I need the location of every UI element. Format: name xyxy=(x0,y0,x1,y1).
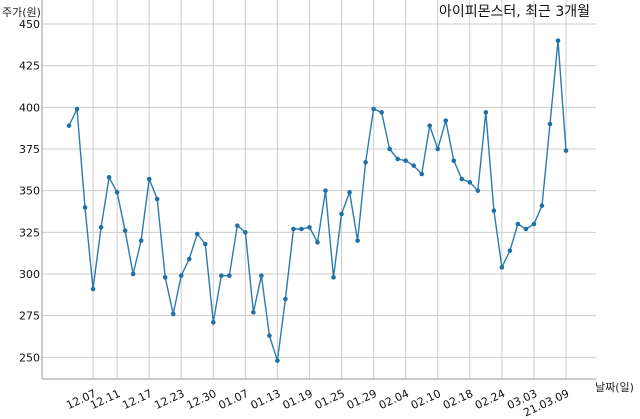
data-point xyxy=(98,225,104,230)
data-point xyxy=(379,110,384,115)
data-point xyxy=(315,240,320,245)
data-point xyxy=(178,273,184,278)
data-point xyxy=(66,123,72,128)
x-tick-label: 12.30 xyxy=(185,387,219,412)
data-point xyxy=(154,196,160,202)
data-point xyxy=(267,333,272,338)
x-tick-label: 01.19 xyxy=(281,387,315,412)
data-point xyxy=(443,118,449,123)
data-point xyxy=(90,286,96,292)
data-point xyxy=(299,226,304,232)
x-tick-label: 12.17 xyxy=(120,387,154,412)
data-point xyxy=(555,38,561,43)
x-tick-label: 01.29 xyxy=(345,387,379,412)
x-tick-label: 02.18 xyxy=(441,387,475,412)
data-point xyxy=(122,228,128,233)
data-point xyxy=(251,310,256,315)
data-point xyxy=(162,275,168,280)
data-point xyxy=(114,190,120,195)
y-tick-label: 450 xyxy=(19,18,40,31)
x-tick-label: 02.24 xyxy=(473,387,507,412)
data-point xyxy=(403,158,408,163)
data-point xyxy=(371,106,376,112)
data-point xyxy=(387,146,392,152)
data-point xyxy=(467,180,473,185)
x-tick-labels: 12.0712.1112.1712.2312.3001.0701.1301.19… xyxy=(64,387,571,419)
data-point xyxy=(82,205,88,210)
y-axis-title: 주가(원) xyxy=(2,6,41,19)
data-point xyxy=(491,208,497,213)
data-point xyxy=(475,188,481,193)
x-tick-label: 01.07 xyxy=(217,387,251,412)
grid-lines xyxy=(42,0,596,379)
data-point xyxy=(547,121,553,127)
data-point xyxy=(106,175,112,180)
data-point xyxy=(563,148,569,153)
data-point xyxy=(74,106,80,112)
data-point xyxy=(395,156,400,162)
data-point xyxy=(170,311,176,317)
data-point xyxy=(219,273,224,278)
y-tick-label: 300 xyxy=(19,268,40,281)
data-point xyxy=(459,176,465,182)
data-point xyxy=(331,275,336,280)
data-point xyxy=(291,226,296,232)
data-point xyxy=(427,123,433,128)
x-tick-label: 02.10 xyxy=(409,387,443,412)
data-point xyxy=(499,265,505,270)
data-point xyxy=(523,226,529,232)
data-point xyxy=(307,225,312,230)
data-point xyxy=(259,273,264,278)
data-point xyxy=(435,146,441,152)
y-tick-label: 425 xyxy=(19,60,40,73)
data-point xyxy=(515,221,521,227)
data-point xyxy=(227,273,232,278)
y-tick-label: 325 xyxy=(19,226,40,239)
y-tick-label: 275 xyxy=(19,310,40,323)
data-point xyxy=(138,238,144,243)
y-tick-label: 400 xyxy=(19,101,40,114)
data-point xyxy=(339,211,344,217)
data-point xyxy=(146,176,152,182)
data-point xyxy=(507,248,513,253)
data-point xyxy=(323,188,328,193)
series xyxy=(66,38,569,363)
data-point xyxy=(363,160,368,165)
data-point xyxy=(235,223,240,228)
data-point xyxy=(539,203,545,208)
data-point xyxy=(451,158,457,163)
data-point xyxy=(186,256,192,262)
x-axis-title: 날짜(일) xyxy=(595,380,634,394)
axes xyxy=(41,0,596,380)
data-point xyxy=(355,238,360,243)
data-point xyxy=(202,241,208,247)
x-tick-label: 12.23 xyxy=(152,387,186,412)
x-tick-label: 01.25 xyxy=(313,387,347,412)
y-tick-label: 250 xyxy=(19,351,40,364)
data-point xyxy=(483,110,489,115)
data-point xyxy=(194,231,200,237)
x-tick-label: 01.13 xyxy=(249,387,283,412)
y-tick-label: 375 xyxy=(19,143,40,156)
y-tick-labels: 250 275 300 325 350 375 400 425 450 xyxy=(19,18,40,364)
data-point xyxy=(283,296,288,302)
data-point xyxy=(275,358,280,363)
x-tick-label: 02.04 xyxy=(377,387,411,412)
chart-title: 아이피몬스터, 최근 3개월 xyxy=(439,4,590,20)
data-point xyxy=(130,271,136,277)
data-point xyxy=(347,190,352,195)
y-tick-label: 350 xyxy=(19,185,40,198)
data-point xyxy=(210,320,216,325)
data-point xyxy=(531,221,537,227)
price-line xyxy=(68,40,567,362)
data-point xyxy=(411,163,416,168)
data-point xyxy=(243,230,248,235)
data-point xyxy=(419,171,425,177)
